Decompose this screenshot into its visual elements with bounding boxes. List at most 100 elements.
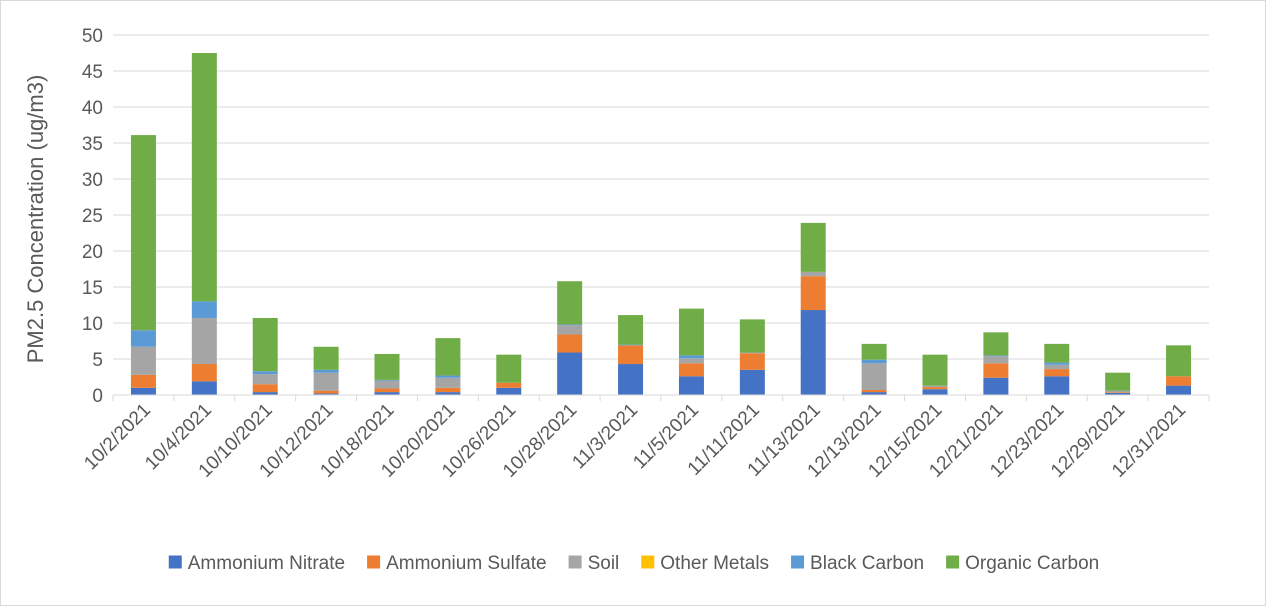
bar-segment-black-carbon [557, 324, 583, 326]
bar-segment-ammonium-nitrate [678, 376, 704, 395]
bar-segment-soil [191, 317, 217, 365]
bar-segment-ammonium-nitrate [252, 392, 278, 395]
bar-segment-soil [374, 380, 400, 389]
legend-item-soil: Soil [568, 553, 619, 574]
legend-item-black-carbon: Black Carbon [791, 553, 924, 574]
bars [130, 53, 1192, 395]
bar-segment-black-carbon [1044, 362, 1070, 365]
bar-segment-black-carbon [130, 330, 156, 347]
bar-segment-ammonium-nitrate [1044, 376, 1070, 395]
bar-segment-organic-carbon [1105, 372, 1131, 391]
y-tick-label: 30 [82, 170, 103, 191]
legend-swatch [791, 555, 805, 569]
bar-segment-ammonium-sulfate [1166, 376, 1192, 386]
bar-segment-ammonium-nitrate [557, 352, 583, 395]
bar-segment-organic-carbon [435, 338, 461, 376]
y-tick-label: 25 [82, 206, 103, 227]
bar-segment-ammonium-nitrate [922, 389, 948, 395]
bar-segment-organic-carbon [1044, 343, 1070, 363]
bar-segment-ammonium-sulfate [496, 382, 522, 388]
bar-segment-ammonium-sulfate [983, 363, 1009, 378]
bar-segment-ammonium-nitrate [983, 377, 1009, 395]
axes [112, 394, 1210, 401]
bar-segment-ammonium-sulfate [252, 384, 278, 393]
bar-segment-ammonium-nitrate [1105, 392, 1131, 395]
bar-segment-soil [252, 374, 278, 385]
bar-segment-organic-carbon [313, 346, 339, 370]
bar-segment-organic-carbon [922, 354, 948, 386]
bar-segment-ammonium-nitrate [374, 392, 400, 395]
bar-segment-ammonium-sulfate [313, 390, 339, 394]
legend-swatch [641, 555, 655, 569]
bar-segment-soil [861, 363, 887, 390]
bar-segment-black-carbon [374, 379, 400, 381]
bar-segment-organic-carbon [861, 343, 887, 360]
x-tick-label: 11/3/2021 [568, 400, 642, 474]
bar-segment-black-carbon [252, 371, 278, 375]
bar-segment-soil [678, 358, 704, 364]
legend-label: Black Carbon [810, 553, 924, 574]
bar-segment-organic-carbon [1166, 345, 1192, 377]
bar-segment-ammonium-sulfate [557, 334, 583, 353]
bar-segment-ammonium-sulfate [861, 389, 887, 393]
bar-segment-black-carbon [435, 375, 461, 378]
y-tick-label: 5 [92, 350, 103, 371]
bar-segment-ammonium-sulfate [435, 387, 461, 393]
bar-segment-soil [130, 346, 156, 375]
bar-segment-soil [922, 385, 948, 388]
legend-swatch [946, 555, 960, 569]
y-tick-label: 45 [82, 62, 103, 83]
bar-segment-ammonium-nitrate [313, 393, 339, 395]
bar-segment-black-carbon [983, 355, 1009, 357]
bar-segment-ammonium-sulfate [191, 364, 217, 382]
bar-segment-black-carbon [678, 355, 704, 359]
bar-segment-ammonium-sulfate [130, 374, 156, 388]
bar-segment-ammonium-nitrate [191, 381, 217, 395]
bar-segment-organic-carbon [374, 353, 400, 380]
bar-segment-ammonium-nitrate [130, 387, 156, 395]
legend-label: Organic Carbon [965, 553, 1099, 574]
bar-segment-organic-carbon [983, 332, 1009, 356]
bar-segment-ammonium-sulfate [374, 388, 400, 393]
bar-segment-organic-carbon [800, 222, 826, 272]
y-tick-label: 40 [82, 98, 103, 119]
bar-segment-soil [1105, 390, 1131, 393]
bar-segment-ammonium-nitrate [496, 387, 522, 395]
bar-segment-black-carbon [861, 359, 887, 364]
x-tick-labels: 10/2/202110/4/202110/10/202110/12/202110… [80, 400, 1190, 482]
bar-segment-ammonium-sulfate [922, 387, 948, 390]
bar-segment-black-carbon [618, 344, 644, 346]
bar-segment-organic-carbon [739, 319, 765, 353]
bar-segment-soil [983, 356, 1009, 364]
legend-swatch [568, 555, 582, 569]
bar-segment-ammonium-nitrate [435, 392, 461, 395]
y-axis-title: PM2.5 Concentration (ug/m3) [23, 75, 48, 364]
bar-segment-ammonium-sulfate [618, 345, 644, 365]
y-tick-label: 10 [82, 314, 103, 335]
legend-label: Ammonium Sulfate [386, 553, 547, 574]
bar-segment-organic-carbon [618, 315, 644, 345]
bar-segment-ammonium-nitrate [861, 392, 887, 395]
bar-segment-ammonium-sulfate [1044, 369, 1070, 377]
legend: Ammonium Nitrate Ammonium Sulfate Soil Othe… [168, 553, 1099, 574]
bar-segment-ammonium-sulfate [739, 353, 765, 370]
legend-item-other-metals: Other Metals [641, 553, 769, 574]
bar-segment-soil [739, 352, 765, 354]
y-tick-labels: 0 5 10 15 20 25 30 35 40 45 50 [82, 26, 103, 407]
bar-segment-soil [1044, 364, 1070, 370]
y-tick-label: 50 [82, 26, 103, 47]
bar-segment-organic-carbon [130, 135, 156, 331]
bar-segment-soil [800, 271, 826, 277]
bar-segment-black-carbon [191, 301, 217, 318]
bar-segment-ammonium-sulfate [800, 276, 826, 311]
y-tick-label: 20 [82, 242, 103, 263]
bar-segment-ammonium-nitrate [1166, 385, 1192, 395]
legend-item-ammonium-sulfate: Ammonium Sulfate [367, 553, 547, 574]
y-tick-label: 0 [92, 386, 103, 407]
bar-segment-ammonium-nitrate [618, 364, 644, 395]
bar-segment-ammonium-nitrate [739, 369, 765, 395]
bar-segment-organic-carbon [678, 308, 704, 356]
bar-segment-organic-carbon [252, 317, 278, 372]
